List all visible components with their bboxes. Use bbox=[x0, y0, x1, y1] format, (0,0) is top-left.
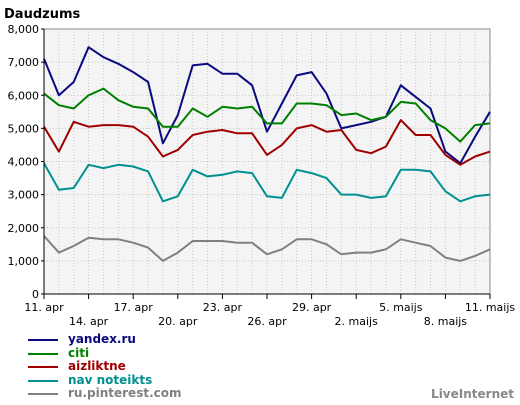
legend-swatch-yandex bbox=[28, 339, 58, 341]
legend-label-aizliktne: aizliktne bbox=[68, 359, 126, 373]
series-line-aizliktne bbox=[43, 119, 491, 166]
y-tick-label: 0 bbox=[32, 288, 39, 301]
x-tick-label: 8. maijs bbox=[424, 315, 468, 328]
x-tick-label: 14. apr bbox=[69, 315, 109, 328]
series-line-ru-pinterest-com bbox=[43, 235, 491, 262]
series-line-yandex-ru bbox=[43, 46, 491, 165]
x-tick-label: 11. maijs bbox=[465, 301, 516, 314]
y-tick-label: 6,000 bbox=[8, 89, 40, 102]
y-tick-label: 2,000 bbox=[8, 222, 40, 235]
y-tick-label: 1,000 bbox=[8, 255, 40, 268]
x-tick-label: 2. maijs bbox=[335, 315, 379, 328]
y-tick-label: 3,000 bbox=[8, 189, 40, 202]
credit-label: LiveInternet bbox=[431, 387, 514, 401]
x-tick-label: 5. maijs bbox=[379, 301, 423, 314]
x-tick-label: 17. apr bbox=[114, 301, 154, 314]
x-tick-label: 11. apr bbox=[24, 301, 64, 314]
legend-swatch-pinterest bbox=[28, 393, 58, 395]
x-tick-label: 23. apr bbox=[203, 301, 243, 314]
x-tick-label: 26. apr bbox=[247, 315, 287, 328]
chart-title: Daudzums bbox=[4, 7, 80, 22]
legend-label-yandex: yandex.ru bbox=[68, 332, 136, 346]
series-lines bbox=[43, 46, 491, 262]
axes: 0 1,000 2,000 3,000 4,000 5,000 6,000 7,000 8,00… bbox=[8, 23, 516, 328]
y-tick-label: 8,000 bbox=[8, 23, 40, 36]
legend-label-nav-noteikts: nav noteikts bbox=[68, 372, 153, 387]
legend-swatch-citi bbox=[28, 352, 58, 355]
x-tick-label: 29. apr bbox=[292, 301, 332, 314]
legend-swatch-nav-noteikts bbox=[28, 379, 58, 382]
y-tick-label: 5,000 bbox=[8, 122, 40, 135]
legend-label-pinterest: ru.pinterest.com bbox=[68, 386, 182, 400]
series-line-nav-noteikts bbox=[43, 162, 491, 203]
legend-swatch-aizliktne bbox=[28, 366, 58, 368]
x-tick-label: 20. apr bbox=[158, 315, 198, 328]
y-tick-label: 4,000 bbox=[8, 156, 40, 169]
series-line-citi bbox=[43, 87, 491, 143]
y-tick-label: 7,000 bbox=[8, 56, 40, 69]
legend-label-citi: citi bbox=[68, 345, 90, 360]
